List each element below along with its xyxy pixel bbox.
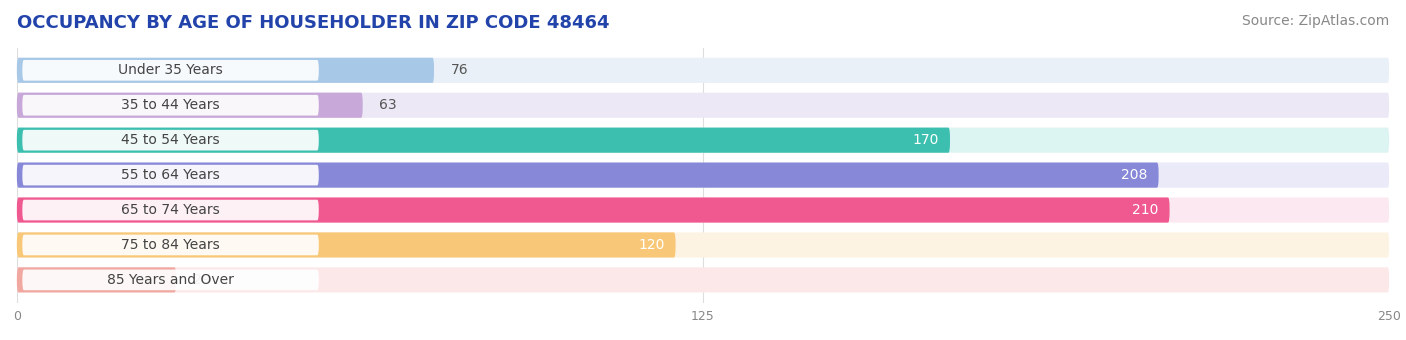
FancyBboxPatch shape	[17, 267, 1389, 292]
FancyBboxPatch shape	[17, 198, 1170, 223]
Text: 55 to 64 Years: 55 to 64 Years	[121, 168, 219, 182]
FancyBboxPatch shape	[22, 95, 319, 116]
Text: Under 35 Years: Under 35 Years	[118, 63, 224, 77]
Text: 120: 120	[638, 238, 665, 252]
FancyBboxPatch shape	[22, 200, 319, 220]
FancyBboxPatch shape	[17, 163, 1159, 188]
FancyBboxPatch shape	[22, 270, 319, 290]
Text: 63: 63	[380, 98, 396, 112]
Text: 170: 170	[912, 133, 939, 147]
Text: 85 Years and Over: 85 Years and Over	[107, 273, 233, 287]
Text: 208: 208	[1121, 168, 1147, 182]
FancyBboxPatch shape	[17, 58, 434, 83]
FancyBboxPatch shape	[17, 128, 1389, 153]
FancyBboxPatch shape	[17, 93, 1389, 118]
Text: Source: ZipAtlas.com: Source: ZipAtlas.com	[1241, 14, 1389, 28]
Text: 29: 29	[193, 273, 209, 287]
FancyBboxPatch shape	[17, 128, 950, 153]
FancyBboxPatch shape	[17, 198, 1389, 223]
Text: 65 to 74 Years: 65 to 74 Years	[121, 203, 219, 217]
FancyBboxPatch shape	[22, 60, 319, 81]
FancyBboxPatch shape	[22, 130, 319, 151]
FancyBboxPatch shape	[17, 163, 1389, 188]
FancyBboxPatch shape	[17, 232, 675, 257]
Text: 75 to 84 Years: 75 to 84 Years	[121, 238, 219, 252]
FancyBboxPatch shape	[17, 58, 1389, 83]
FancyBboxPatch shape	[17, 232, 1389, 257]
Text: 35 to 44 Years: 35 to 44 Years	[121, 98, 219, 112]
FancyBboxPatch shape	[17, 93, 363, 118]
Text: OCCUPANCY BY AGE OF HOUSEHOLDER IN ZIP CODE 48464: OCCUPANCY BY AGE OF HOUSEHOLDER IN ZIP C…	[17, 14, 609, 32]
Text: 76: 76	[450, 63, 468, 77]
FancyBboxPatch shape	[22, 165, 319, 185]
Text: 45 to 54 Years: 45 to 54 Years	[121, 133, 219, 147]
Text: 210: 210	[1132, 203, 1159, 217]
FancyBboxPatch shape	[22, 235, 319, 255]
FancyBboxPatch shape	[17, 267, 176, 292]
